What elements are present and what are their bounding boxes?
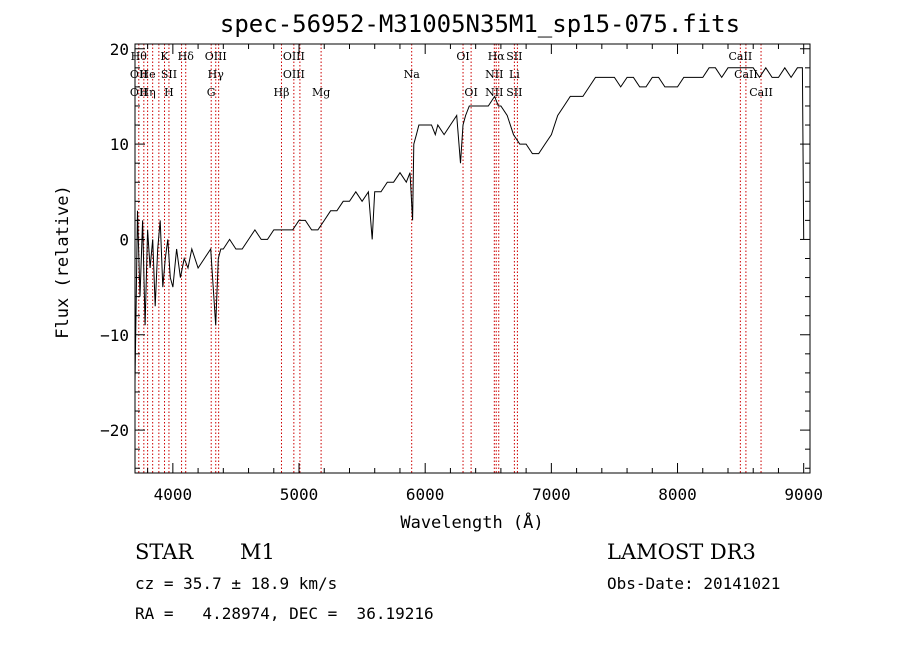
line-label: NII — [485, 68, 503, 81]
object-type: STAR — [135, 540, 194, 564]
line-label: CaII — [749, 86, 773, 99]
line-label: CaII — [734, 68, 758, 81]
x-axis-label: Wavelength (Å) — [400, 511, 543, 533]
line-label: OII — [130, 68, 148, 81]
line-label: Hα — [488, 50, 506, 63]
line-label: SII — [161, 68, 177, 81]
observation-date: Obs-Date: 20141021 — [607, 574, 781, 593]
x-tick-label: 4000 — [154, 485, 193, 504]
x-tick-label: 9000 — [784, 485, 823, 504]
line-label: Mg — [312, 86, 330, 99]
line-label: Hβ — [274, 86, 290, 99]
line-label: SII — [506, 86, 522, 99]
y-axis-label: Flux (relative) — [53, 185, 73, 339]
line-label: OIII — [283, 68, 305, 81]
y-tick-label: −10 — [100, 326, 129, 345]
line-label: NII — [485, 86, 503, 99]
line-label: Hη — [140, 86, 156, 99]
line-label: K — [160, 50, 169, 63]
y-tick-label: 0 — [119, 230, 129, 249]
line-label: SII — [506, 50, 522, 63]
y-tick-label: 20 — [110, 40, 129, 59]
survey-name: LAMOST DR3 — [607, 540, 756, 564]
line-label: OI — [456, 50, 469, 63]
y-tick-label: 10 — [110, 135, 129, 154]
line-label: OI — [464, 86, 477, 99]
line-label: OII — [130, 86, 148, 99]
line-label: Li — [509, 68, 520, 81]
line-label: CaII — [729, 50, 753, 63]
line-label: He — [140, 68, 156, 81]
line-label: H — [164, 86, 174, 99]
y-tick-label: −20 — [100, 421, 129, 440]
redshift-cz: cz = 35.7 ± 18.9 km/s — [135, 574, 338, 593]
line-label: Hγ — [208, 68, 225, 81]
object-subclass: M1 — [240, 540, 275, 564]
emission-line-markers — [138, 44, 762, 473]
line-label: Na — [404, 68, 421, 81]
line-label: G — [207, 86, 216, 99]
line-label: Hθ — [131, 50, 148, 63]
line-label: Hδ — [178, 50, 195, 63]
line-label: OIII — [205, 50, 227, 63]
plot-frame — [134, 43, 811, 474]
x-axis-ticks: 4000 5000 6000 7000 8000 9000 — [147, 44, 823, 504]
y-axis-ticks: −20 −10 0 10 20 — [100, 40, 810, 469]
x-tick-label: 6000 — [406, 485, 445, 504]
line-label: OIII — [283, 50, 305, 63]
spectrum-series-line — [134, 66, 805, 383]
chart-title: spec-56952-M31005N35M1_sp15-075.fits — [220, 10, 740, 38]
x-tick-label: 7000 — [532, 485, 571, 504]
ra-dec-coordinates: RA = 4.28974, DEC = 36.19216 — [135, 604, 434, 623]
x-tick-label: 5000 — [280, 485, 319, 504]
emission-line-labels: HθOIIOIIHeHηKSIIHHδGOIIIHγHβOIIIOIIIMgNa… — [130, 50, 773, 99]
x-tick-label: 8000 — [658, 485, 697, 504]
